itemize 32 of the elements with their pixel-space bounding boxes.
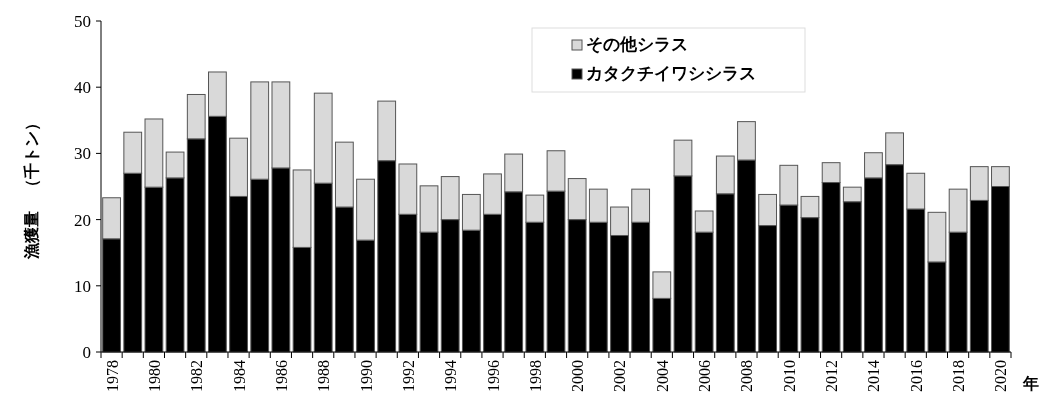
- legend-label: その他シラス: [586, 34, 688, 54]
- y-tick-label: 40: [74, 78, 91, 98]
- x-tick-label: 2006: [696, 360, 714, 392]
- x-tick-label: 1982: [188, 360, 206, 392]
- x-tick-label: 1986: [272, 360, 290, 392]
- x-tick-label: 1994: [442, 360, 460, 392]
- y-axis-title: 漁獲量 （千トン）: [22, 114, 41, 260]
- x-tick-label: 1996: [484, 360, 502, 392]
- x-tick-label: 1990: [357, 360, 375, 392]
- x-tick-label: 1984: [230, 360, 248, 392]
- x-tick-label: 1998: [526, 360, 544, 392]
- x-tick-label: 2008: [738, 360, 756, 392]
- x-tick-label: 2018: [950, 360, 968, 392]
- x-tick-label: 2004: [653, 360, 671, 392]
- y-tick-label: 0: [82, 343, 91, 362]
- x-tick-label: 2010: [780, 360, 798, 392]
- x-tick-label: 2014: [865, 360, 883, 392]
- legend-label: カタクチイワシシラス: [586, 63, 756, 83]
- y-tick-label: 30: [74, 144, 91, 164]
- y-tick-label: 20: [74, 210, 91, 230]
- x-tick-label: 1992: [399, 360, 417, 392]
- x-axis-title: 年: [1022, 374, 1039, 393]
- x-tick-label: 2000: [569, 360, 587, 392]
- x-tick-label: 2002: [611, 360, 629, 392]
- x-tick-label: 1978: [103, 360, 121, 392]
- x-tick-label: 2012: [823, 360, 841, 392]
- y-tick-label: 10: [74, 276, 91, 296]
- x-tick-label: 2016: [907, 360, 925, 392]
- x-tick-label: 1980: [145, 360, 163, 392]
- x-tick-label: 1988: [315, 360, 333, 392]
- x-tick-label: 2020: [992, 360, 1010, 392]
- y-tick-label: 50: [74, 12, 91, 31]
